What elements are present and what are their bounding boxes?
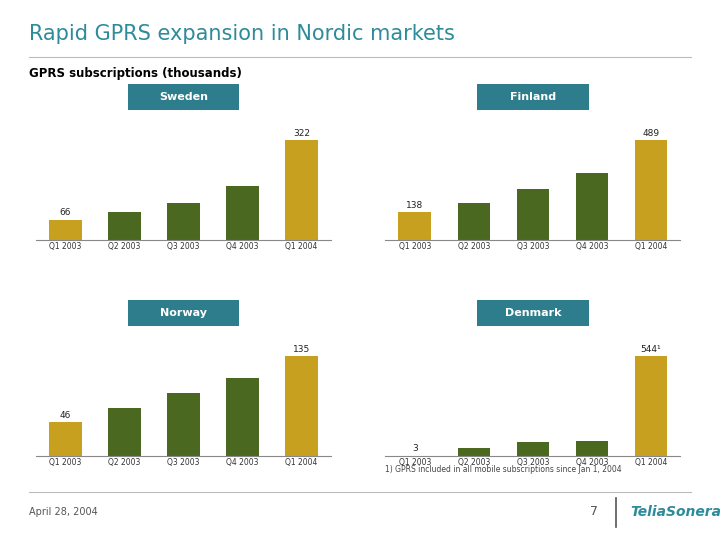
- Bar: [108, 408, 141, 456]
- Text: 322: 322: [293, 129, 310, 138]
- Text: 138: 138: [406, 200, 423, 210]
- Bar: [634, 356, 667, 456]
- Text: 46: 46: [60, 410, 71, 420]
- Text: April 28, 2004: April 28, 2004: [29, 507, 97, 517]
- Bar: [398, 212, 431, 240]
- Bar: [49, 220, 82, 240]
- Bar: [285, 356, 318, 456]
- Text: 135: 135: [293, 345, 310, 354]
- Bar: [285, 140, 318, 240]
- Text: Sweden: Sweden: [159, 92, 208, 102]
- Text: 7: 7: [590, 505, 598, 518]
- Text: GPRS subscriptions (thousands): GPRS subscriptions (thousands): [29, 68, 242, 80]
- Bar: [575, 441, 608, 456]
- Bar: [49, 422, 82, 456]
- Bar: [516, 442, 549, 456]
- Bar: [516, 189, 549, 240]
- Text: Norway: Norway: [160, 308, 207, 318]
- Text: 66: 66: [60, 208, 71, 217]
- Bar: [575, 173, 608, 240]
- Text: 3: 3: [412, 444, 418, 453]
- Text: Denmark: Denmark: [505, 308, 561, 318]
- Bar: [226, 379, 259, 456]
- Text: 544¹: 544¹: [641, 345, 661, 354]
- Text: 489: 489: [642, 129, 660, 138]
- Text: Rapid GPRS expansion in Nordic markets: Rapid GPRS expansion in Nordic markets: [29, 24, 454, 44]
- Bar: [457, 204, 490, 240]
- Bar: [167, 203, 200, 240]
- Bar: [226, 186, 259, 240]
- Text: TeliaSonera: TeliaSonera: [630, 505, 720, 519]
- Text: 1) GPRS included in all mobile subscriptions since Jan 1, 2004: 1) GPRS included in all mobile subscript…: [385, 465, 622, 475]
- Bar: [634, 140, 667, 240]
- Bar: [457, 448, 490, 456]
- Bar: [108, 212, 141, 240]
- Bar: [167, 393, 200, 456]
- Text: Finland: Finland: [510, 92, 556, 102]
